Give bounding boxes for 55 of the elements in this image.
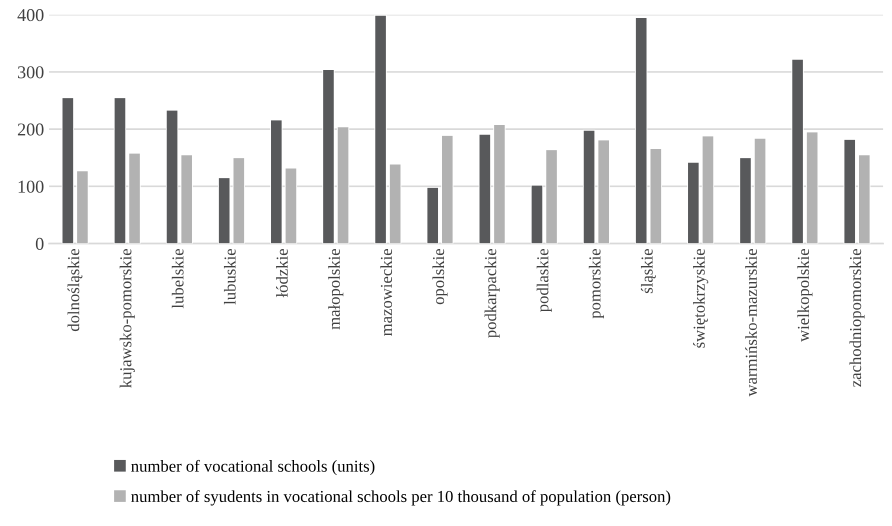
bar <box>166 110 178 244</box>
y-tick-label: 400 <box>17 8 44 22</box>
bar <box>180 154 193 244</box>
bar <box>441 135 454 244</box>
bar <box>739 157 752 244</box>
bar <box>478 134 491 244</box>
bar <box>858 154 870 244</box>
x-tick-label: opolskie <box>432 248 448 304</box>
x-tick-label: podlaskie <box>536 248 552 312</box>
y-tick-label: 0 <box>36 238 44 250</box>
bar <box>650 148 662 244</box>
bar <box>284 168 298 244</box>
bar <box>582 130 596 244</box>
bar <box>702 136 714 244</box>
x-tick-label: śląskie <box>640 248 656 294</box>
x-tick-label: zachodniopomorskie <box>849 248 865 387</box>
x-tick-label: świętokrzyskie <box>693 248 708 348</box>
x-tick-label: podkarpackie <box>484 248 500 338</box>
bar <box>754 138 766 244</box>
bar <box>687 162 700 244</box>
bar <box>232 157 245 244</box>
x-tick-label: pomorskie <box>588 248 604 318</box>
bar <box>322 69 335 244</box>
bar <box>426 187 439 244</box>
x-tick-label: kujawsko-pomorskie <box>120 248 135 388</box>
bar <box>635 17 648 244</box>
x-tick-label: warmińsko-mazurskie <box>745 248 757 396</box>
bar <box>530 184 544 244</box>
bar <box>806 132 818 244</box>
legend-label: number of vocational schools (units) <box>131 460 374 476</box>
bar <box>598 140 610 244</box>
y-tick-label: 300 <box>18 66 44 78</box>
x-tick-label: wielkopolskie <box>797 248 812 342</box>
bar <box>62 97 74 244</box>
x-tick-label: lubuskie <box>224 248 236 305</box>
bar <box>389 164 402 244</box>
bar <box>76 170 89 244</box>
y-tick-label: 100 <box>18 180 44 193</box>
bar <box>844 139 856 244</box>
bar <box>336 126 350 244</box>
x-tick-label: dolnośląskie <box>68 248 82 332</box>
x-tick-label: małopolskie <box>328 248 344 330</box>
bar <box>791 58 804 244</box>
bar <box>128 152 141 244</box>
x-tick-label: lubelskie <box>172 248 184 308</box>
x-tick-label: mazowieckie <box>380 248 392 336</box>
y-tick-label: 200 <box>18 123 44 136</box>
bar <box>270 120 282 244</box>
bar <box>374 14 387 244</box>
bar <box>545 149 558 244</box>
bar <box>218 177 230 244</box>
bar <box>493 124 506 244</box>
legend-label: number of syudents in vocational schools per 10 thousand of population (person) <box>131 490 670 506</box>
x-tick-label: łódzkie <box>276 248 288 298</box>
bar <box>114 97 126 244</box>
